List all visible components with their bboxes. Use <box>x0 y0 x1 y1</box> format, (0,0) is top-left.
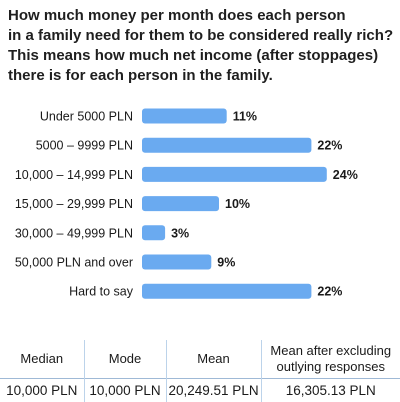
value-label-hard-to-say: 22% <box>317 285 342 299</box>
title-line-4: there is for each person in the family. <box>8 67 273 84</box>
stats-header-row: Median Mode Mean Mean after excluding ou… <box>0 340 400 378</box>
category-label-under-5000-pln: Under 5000 PLN <box>40 110 133 124</box>
bar-50-000-pln-and-over <box>142 254 212 270</box>
stats-header-median: Median <box>20 350 64 366</box>
stats-value-mean-excluding-outliers: 16,305.13 PLN <box>260 377 400 402</box>
value-label-under-5000-pln: 11% <box>233 110 257 124</box>
bar-hard-to-say <box>142 283 312 299</box>
summary-stats-table: Median Mode Mean Mean after excluding ou… <box>0 340 400 402</box>
value-label-5000-9999-pln: 22% <box>317 139 342 153</box>
value-label-15-000-29-999-pln: 10% <box>225 197 250 211</box>
value-label-10-000-14-999-pln: 24% <box>333 168 358 182</box>
bar-30-000-49-999-pln <box>142 225 166 241</box>
title-line-3: This means how much net income (after st… <box>8 47 379 64</box>
stats-value-mean: 20,249.51 PLN <box>165 377 261 402</box>
chart-title: How much money per month does each perso… <box>8 6 396 86</box>
bar-15-000-29-999-pln <box>142 196 219 212</box>
stats-value-row: 10,000 PLN 10,000 PLN 20,249.51 PLN 16,3… <box>0 377 400 402</box>
title-line-2: in a family need for them to be consider… <box>8 27 394 44</box>
stats-header-mean: Mean <box>165 340 261 378</box>
category-label-50-000-pln-and-over: 50,000 PLN and over <box>15 256 133 270</box>
stats-value-mode: 10,000 PLN <box>83 377 166 402</box>
value-label-50-000-pln-and-over: 9% <box>217 256 235 270</box>
category-label-10-000-14-999-pln: 10,000 – 14,999 PLN <box>15 168 133 182</box>
bar-10-000-14-999-pln <box>142 166 327 182</box>
category-label-5000-9999-pln: 5000 – 9999 PLN <box>36 139 133 153</box>
stats-header-mean-excluding-outliers: Mean after excluding outlying responses <box>260 340 400 378</box>
stats-header-mode: Mode <box>83 340 166 378</box>
bar-chart: Under 5000 PLN 11% 5000 – 9999 PLN 22% 10,00… <box>15 108 358 299</box>
title-line-1: How much money per month does each perso… <box>8 7 346 24</box>
category-label-15-000-29-999-pln: 15,000 – 29,999 PLN <box>15 197 133 211</box>
bar-under-5000-pln <box>142 108 227 124</box>
stats-value-median: 10,000 PLN <box>0 377 84 402</box>
category-label-hard-to-say: Hard to say <box>69 285 134 299</box>
category-label-30-000-49-999-pln: 30,000 – 49,999 PLN <box>15 226 133 240</box>
bar-5000-9999-pln <box>142 137 312 153</box>
value-label-30-000-49-999-pln: 3% <box>171 226 189 240</box>
